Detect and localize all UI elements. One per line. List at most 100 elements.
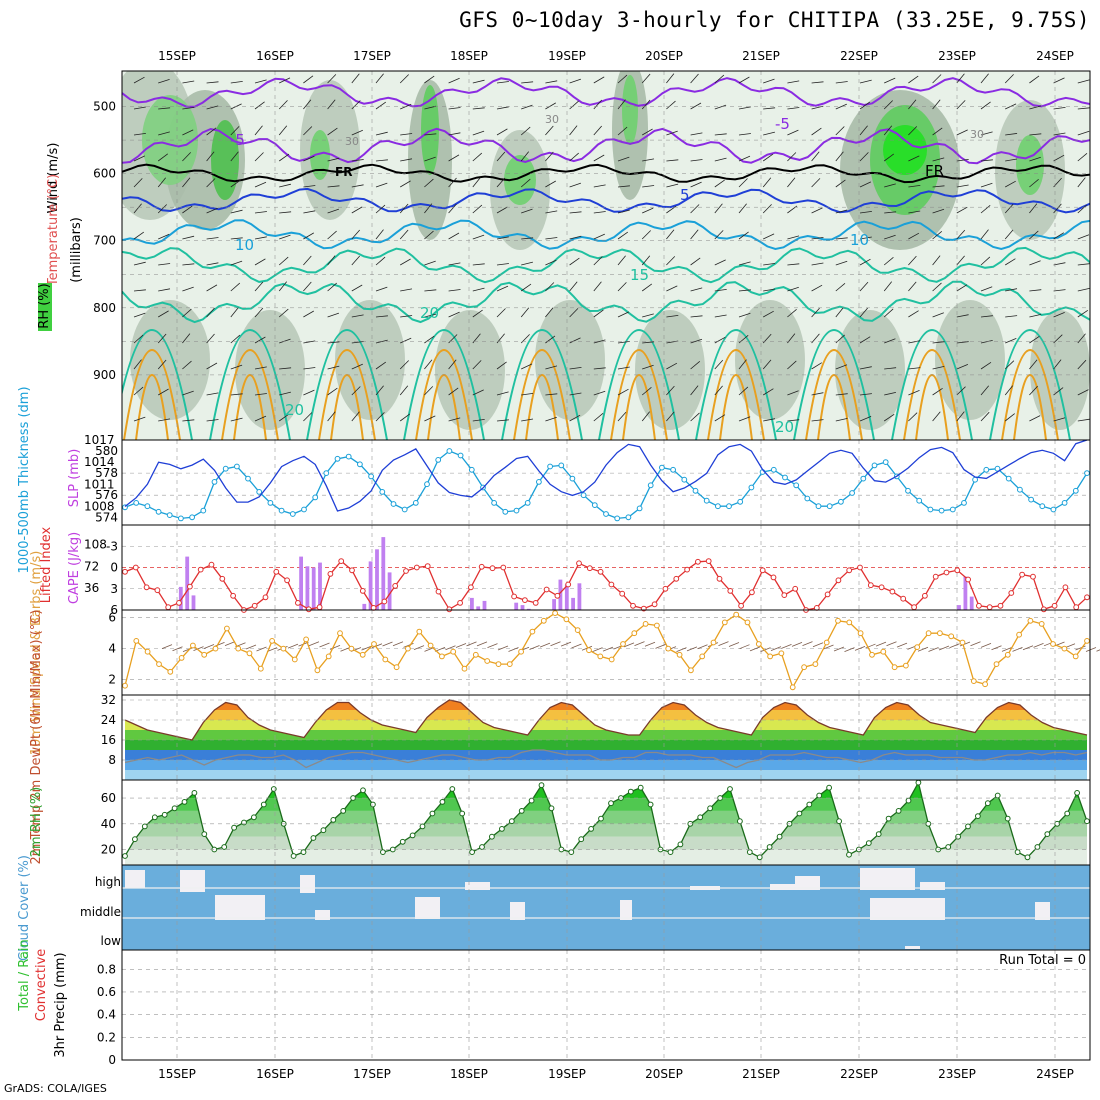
bottom-day-label: 21SEP <box>742 1067 780 1081</box>
wind-barb <box>351 73 360 84</box>
wind-barb <box>182 80 195 84</box>
page-title: GFS 0~10day 3-hourly for CHITIPA (33.25E… <box>459 8 1090 32</box>
wind-barb <box>230 260 243 266</box>
rh-series-point <box>191 790 198 796</box>
wind-barb <box>182 129 194 136</box>
wind-barb <box>738 133 751 136</box>
surface-wind-barb <box>529 645 540 650</box>
rh-series-point <box>1074 790 1080 796</box>
wind-barb <box>811 307 820 318</box>
temp-band <box>125 770 1087 780</box>
rh-series-point <box>1034 844 1041 850</box>
wind-barb <box>956 159 969 162</box>
wind-barb <box>811 178 821 188</box>
rh-series-point <box>994 792 1001 799</box>
wind-barb <box>980 385 990 396</box>
wind-barb <box>932 99 941 110</box>
wind-barb <box>714 289 727 292</box>
top-day-label: 16SEP <box>256 49 294 63</box>
wind-barb <box>763 78 775 84</box>
cape-bar <box>387 572 392 610</box>
wind-barb <box>496 419 509 422</box>
wind-speed-series-point <box>846 619 853 626</box>
wind-barb <box>472 79 485 84</box>
ua-pressure-tick: 800 <box>93 301 116 315</box>
rh-shade-10 <box>335 300 405 420</box>
lifted-index-series-point <box>976 602 982 609</box>
wind-barb <box>545 259 557 266</box>
wind-speed-series-point <box>540 617 547 624</box>
contour-label: 30 <box>545 113 559 126</box>
surface-wind-barb <box>970 641 981 647</box>
wind-speed-series-point <box>427 642 434 649</box>
thickness-series-point <box>636 505 643 512</box>
slp-tick: 1011 <box>84 477 115 491</box>
surface-wind-barb <box>382 641 393 647</box>
surface-wind-barb <box>886 641 897 647</box>
wind-barb <box>1004 258 1016 266</box>
precip-tick: 0.4 <box>97 1008 116 1022</box>
wind-barb <box>351 255 361 266</box>
wind-barb <box>641 283 653 292</box>
wind-barb <box>399 360 409 370</box>
bottom-day-label: 20SEP <box>645 1067 683 1081</box>
wind-barb <box>133 106 146 110</box>
lifted-index-series-point <box>251 602 258 609</box>
rh-shade-22 <box>504 155 536 205</box>
wind-barb <box>1029 156 1041 162</box>
rh-shade-11 <box>435 310 505 430</box>
wind-barb <box>206 178 216 188</box>
wind-barb <box>690 287 703 292</box>
temp-band <box>125 740 1087 750</box>
wind-barb <box>763 418 776 422</box>
wind-barb <box>883 281 893 292</box>
wind-barb <box>545 282 555 292</box>
wind-barb <box>520 151 530 162</box>
wind-barb <box>908 75 919 84</box>
wind-speed-series-point <box>529 628 536 635</box>
clear-sky-patch <box>180 870 205 892</box>
wind-speed-series-point <box>235 645 242 652</box>
wind-barb <box>157 204 167 214</box>
surface-wind-barb <box>697 644 708 650</box>
rh-series-point <box>310 835 317 841</box>
wind-barb <box>375 229 384 240</box>
li-label: Lifted Index <box>39 526 54 603</box>
thickness-series-point <box>938 507 945 514</box>
thickness-series-point <box>1005 475 1012 482</box>
wind-barb <box>545 416 557 422</box>
lifted-index-series-point <box>478 563 485 570</box>
wind-barb <box>351 363 363 370</box>
surface-wind-barb <box>781 644 792 649</box>
thickness-series-point <box>390 501 397 507</box>
wind-barb <box>521 418 534 422</box>
surface-wind-barb <box>623 642 635 648</box>
wind-barb <box>157 310 169 318</box>
rh-series-point <box>360 787 366 794</box>
wind-barb <box>835 209 848 214</box>
wind-barb <box>641 255 651 266</box>
lifted-index-series-point <box>403 568 409 574</box>
wind-barb <box>883 125 893 136</box>
wind-speed-series-point <box>937 630 943 637</box>
wind-barb <box>496 206 508 214</box>
wind-barb <box>690 315 703 318</box>
lifted-index-series-point <box>1073 604 1080 611</box>
wind-barb <box>787 80 800 84</box>
wind-barb <box>157 153 169 162</box>
thickness-series-point <box>871 462 878 469</box>
surface-wind-barb <box>560 641 572 647</box>
wind-barb <box>448 289 461 292</box>
wind-barb <box>472 177 481 188</box>
wind-speed-series-point <box>122 682 128 689</box>
warm-contour-orange-1 <box>221 348 279 440</box>
wind-barb <box>520 126 531 136</box>
wind-speed-series-point <box>314 667 321 674</box>
warm-contour-teal-6 <box>695 328 777 440</box>
wind-barb <box>642 341 655 344</box>
rh-shade-12 <box>535 300 605 420</box>
lifted-index-series-point <box>673 575 680 582</box>
thickness-series-point <box>200 507 207 514</box>
rh-series-point <box>449 786 456 792</box>
